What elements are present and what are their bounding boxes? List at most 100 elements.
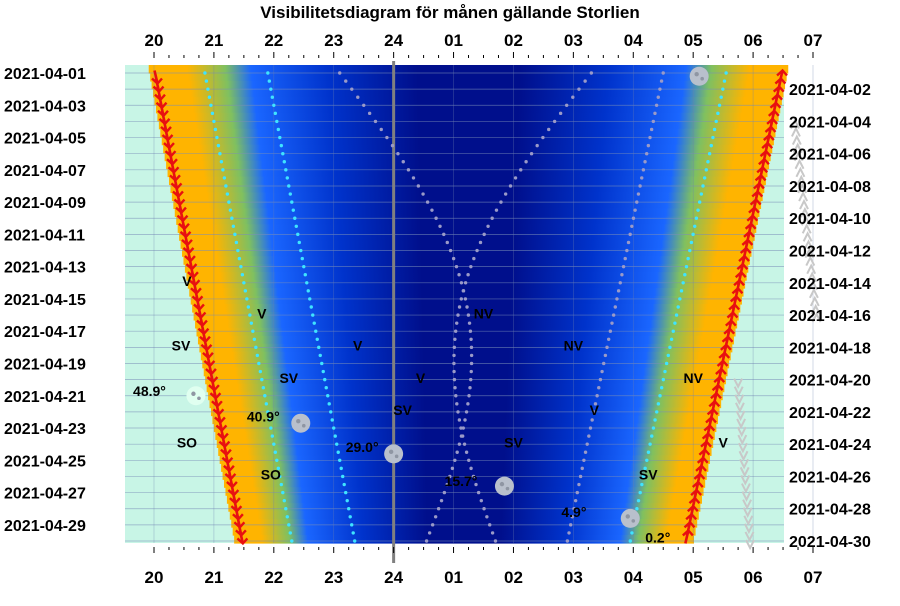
path-dot	[615, 297, 619, 301]
path-dot	[664, 361, 669, 366]
path-dot	[411, 176, 416, 180]
path-dot	[215, 135, 219, 140]
path-dot	[573, 498, 578, 503]
path-dot	[284, 168, 288, 172]
path-dot	[482, 232, 486, 237]
night-band-strip	[193, 311, 739, 321]
path-dot	[333, 434, 337, 438]
path-dot	[450, 466, 455, 471]
night-band-strip	[209, 399, 722, 409]
path-dot	[427, 531, 432, 535]
night-band-strip	[171, 192, 763, 202]
path-dot	[272, 103, 276, 107]
hour-label-bottom: 06	[744, 568, 763, 587]
path-dot	[290, 539, 294, 543]
path-dot	[466, 273, 470, 277]
path-dot	[482, 507, 486, 511]
path-dot	[281, 151, 285, 156]
path-dot	[469, 337, 473, 341]
sunrise-arrow-shaft	[684, 530, 690, 544]
moonset-arrow	[738, 450, 749, 462]
sunrise-arrow-head	[731, 286, 744, 295]
path-dot	[558, 111, 563, 116]
path-dot	[626, 240, 631, 245]
direction-label: V	[590, 402, 600, 418]
sunrise-arrow-head	[738, 254, 750, 262]
path-dot	[469, 353, 474, 358]
path-dot	[684, 264, 689, 269]
sunrise-arrow-head	[736, 262, 749, 271]
moon-crater	[388, 449, 394, 455]
path-dot	[661, 71, 665, 75]
path-dot	[653, 111, 657, 116]
path-dot	[499, 200, 503, 204]
path-dot	[479, 498, 484, 503]
night-band-strip	[161, 136, 774, 146]
direction-label: V	[718, 434, 728, 450]
sunrise-arrow-head	[693, 472, 706, 480]
path-dot	[300, 256, 304, 261]
path-dot	[204, 79, 209, 83]
path-dot	[580, 466, 584, 471]
path-dot	[709, 143, 713, 148]
sunrise-arrow-head	[718, 351, 731, 359]
path-dot	[293, 216, 297, 220]
moonrise-arrow	[796, 174, 807, 186]
path-dot	[645, 151, 649, 156]
path-dot	[679, 289, 684, 293]
night-band-strip	[187, 280, 746, 289]
sunrise-arrow-head	[764, 125, 777, 133]
path-dot	[464, 450, 469, 454]
path-dot	[224, 184, 228, 188]
moonrise-arrow	[800, 215, 811, 226]
moonset-arrow	[733, 378, 744, 389]
path-dot	[686, 256, 690, 261]
moonset-arrow	[739, 466, 750, 478]
path-dot	[315, 337, 319, 341]
path-dot	[273, 450, 278, 454]
path-dot	[421, 192, 425, 196]
direction-label: NV	[564, 338, 584, 354]
hour-label-bottom: 20	[145, 568, 164, 587]
path-dot	[351, 531, 355, 535]
moonset-arrow	[739, 458, 749, 470]
sunrise-arrow-head	[698, 448, 711, 456]
moonset-arrow	[736, 426, 747, 438]
path-dot	[330, 418, 334, 422]
moon-disc	[291, 413, 311, 433]
path-dot	[438, 224, 442, 229]
path-dot	[702, 176, 707, 180]
night-band-strip	[200, 351, 731, 361]
path-dot	[206, 87, 210, 91]
path-dot	[590, 418, 594, 422]
path-dot	[314, 329, 318, 333]
moonset-arrow	[745, 539, 755, 551]
hour-label-top: 22	[264, 31, 283, 50]
path-dot	[578, 474, 583, 479]
path-dot	[367, 111, 372, 116]
path-dot	[529, 151, 534, 156]
path-dot	[454, 264, 459, 269]
sunrise-arrow-head	[713, 375, 726, 384]
path-dot	[459, 297, 464, 301]
hour-label-top: 01	[444, 31, 463, 50]
date-label-right: 2021-04-22	[789, 405, 871, 422]
path-dot	[490, 531, 495, 535]
moonrise-arrow	[793, 150, 804, 162]
path-dot	[305, 281, 309, 285]
sunrise-arrow-head	[761, 141, 774, 150]
path-dot	[593, 402, 598, 406]
path-dot	[233, 232, 237, 237]
moonset-arrow	[744, 523, 754, 535]
path-dot	[225, 192, 230, 196]
date-label-left: 2021-04-13	[4, 260, 86, 277]
path-dot	[430, 208, 434, 212]
night-band-strip	[222, 471, 707, 480]
path-dot	[605, 345, 609, 350]
moon-disc	[186, 386, 206, 406]
altitude-label: 0.2°	[645, 530, 670, 546]
path-dot	[245, 297, 249, 301]
night-band-strip	[158, 120, 778, 130]
moon-crater	[631, 519, 636, 523]
